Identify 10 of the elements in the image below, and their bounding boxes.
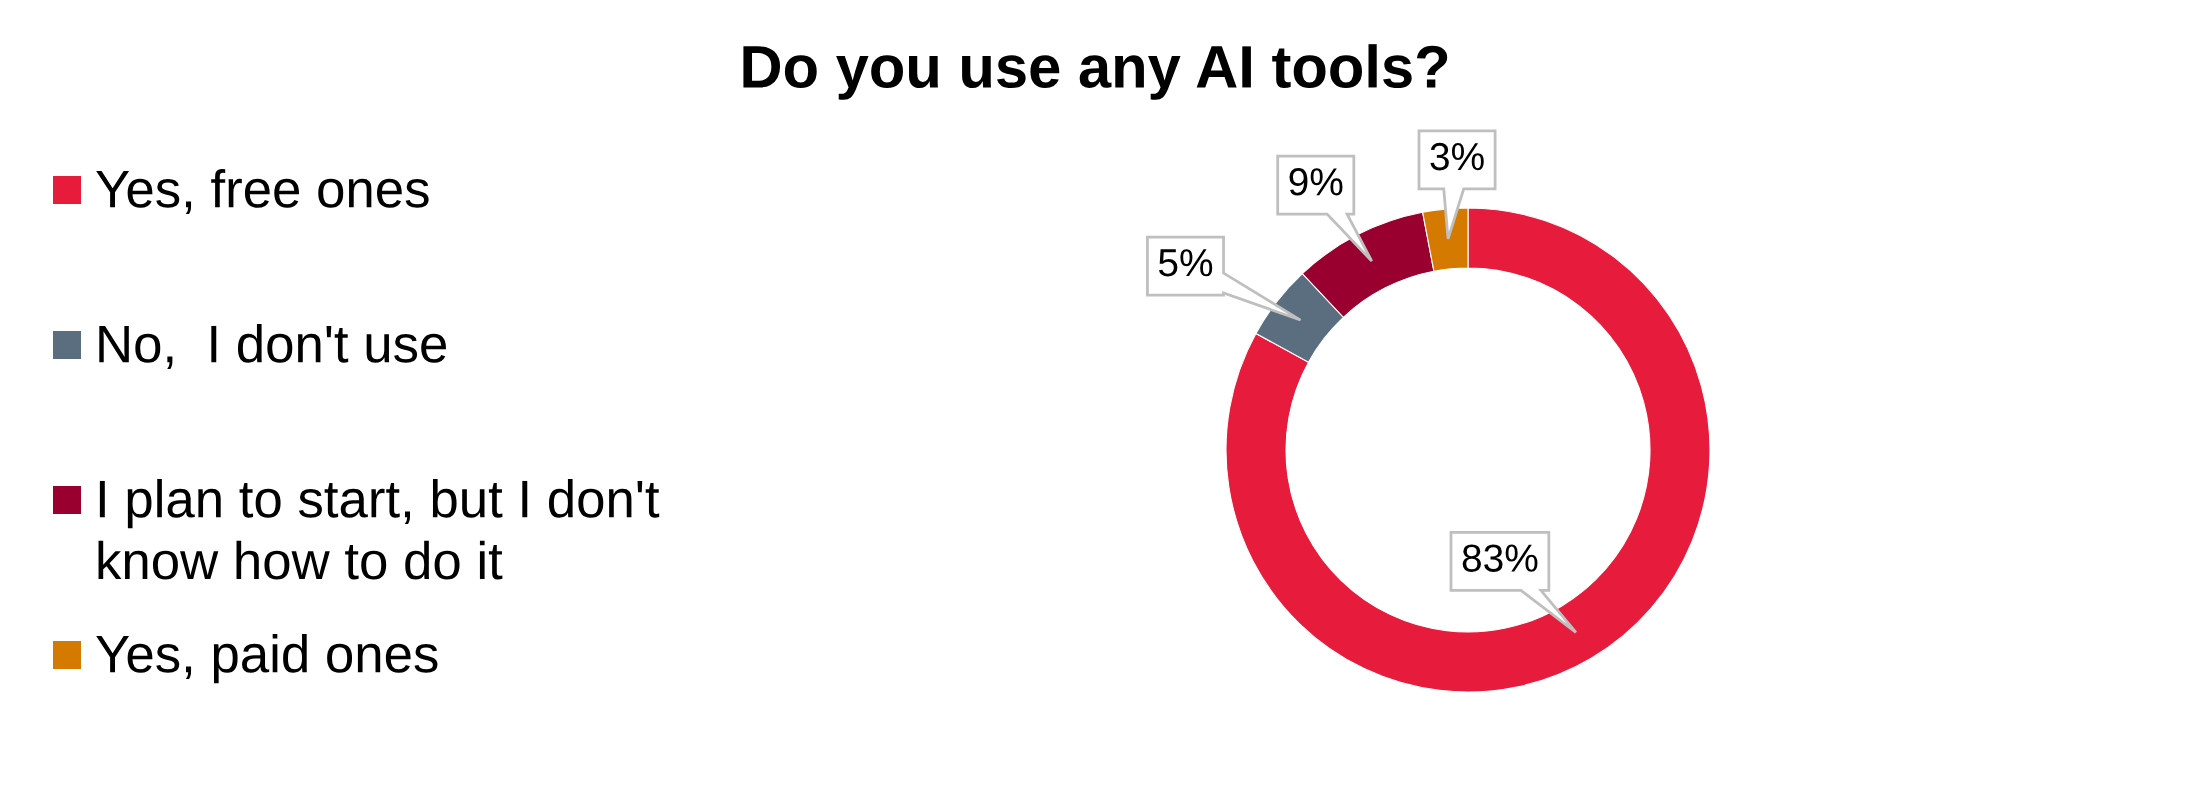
data-label: 83% <box>1462 544 1538 572</box>
legend-label: No, I don't use <box>99 324 446 369</box>
data-label: 3% <box>1430 142 1484 171</box>
chart-title: Do you use any AI tools? <box>743 44 1448 100</box>
legend-label: Yes, free ones <box>96 169 429 214</box>
data-label: 5% <box>1158 249 1213 277</box>
donut-slice <box>1225 207 1711 693</box>
legend-label: Yes, paid ones <box>96 634 438 684</box>
legend-label: I plan to start, but I don't know how to do it <box>98 479 660 580</box>
data-label: 9% <box>1289 168 1343 196</box>
